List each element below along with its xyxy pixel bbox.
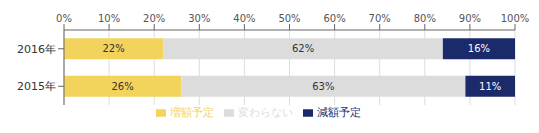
svg-text:20%: 20% [143, 13, 165, 24]
html-text:変わらない: 変わらない [238, 106, 293, 119]
svg-text:16%: 16% [468, 43, 490, 54]
svg-text:10%: 10% [98, 13, 120, 24]
svg-text:100%: 100% [501, 13, 530, 24]
svg-text:80%: 80% [414, 13, 436, 24]
svg-text:0%: 0% [56, 13, 72, 24]
svg-text:40%: 40% [233, 13, 255, 24]
svg-text:62%: 62% [292, 43, 314, 54]
svg-text:50%: 50% [278, 13, 300, 24]
svg-text:22%: 22% [102, 43, 124, 54]
svg-text:2015年: 2015年 [17, 80, 56, 93]
html-text:減額予定: 減額予定 [317, 106, 361, 119]
svg-text:11%: 11% [479, 81, 501, 92]
svg-text:70%: 70% [369, 13, 391, 24]
svg-text:26%: 26% [112, 81, 134, 92]
svg-text:30%: 30% [188, 13, 210, 24]
svg-text:90%: 90% [459, 13, 481, 24]
svg-text:63%: 63% [312, 81, 334, 92]
svg-text:60%: 60% [323, 13, 345, 24]
html-text:増額予定: 増額予定 [170, 106, 214, 119]
svg-text:2016年: 2016年 [17, 43, 56, 56]
